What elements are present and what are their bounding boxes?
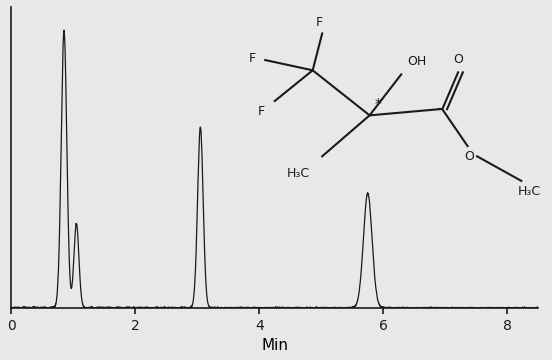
X-axis label: Min: Min xyxy=(261,338,288,353)
